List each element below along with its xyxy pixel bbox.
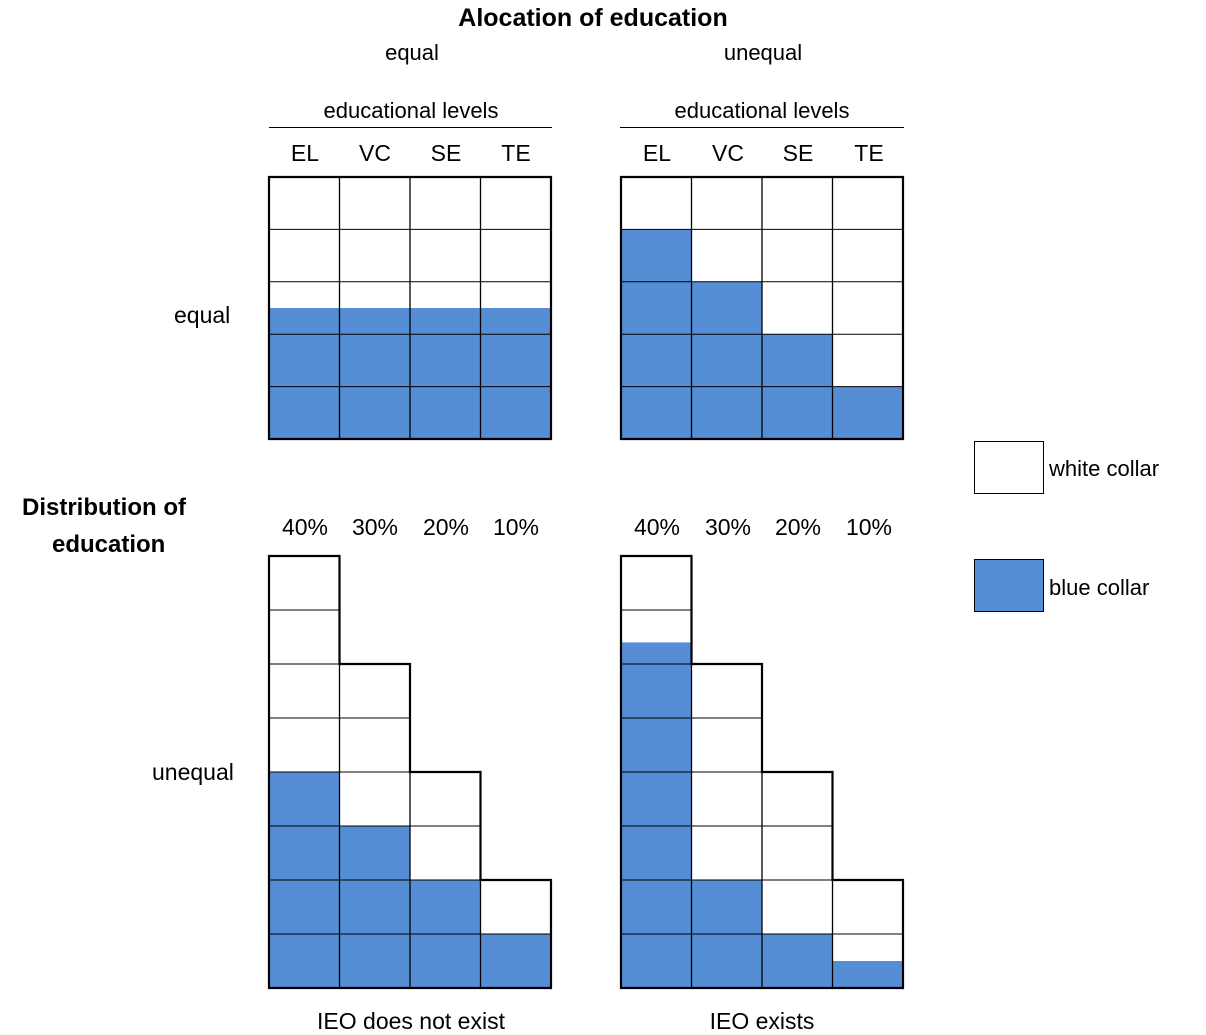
levels-heading-right: educational levels xyxy=(674,98,850,123)
row-header-unequal: unequal xyxy=(152,759,234,785)
blue-collar-cell xyxy=(691,281,762,439)
diagram-title: Alocation of education xyxy=(458,4,728,32)
panel-outline xyxy=(619,175,905,441)
blue-collar-cell xyxy=(480,308,551,439)
blue-collar-cell xyxy=(480,934,551,988)
row-header-equal: equal xyxy=(174,302,231,328)
level-label: EL xyxy=(642,140,672,166)
blue-collar-cell xyxy=(339,308,410,439)
distribution-label: 10% xyxy=(492,514,540,540)
level-label: SE xyxy=(430,140,462,166)
distribution-label: 40% xyxy=(633,514,681,540)
distribution-label: 10% xyxy=(845,514,893,540)
blue-collar-cell xyxy=(621,642,692,988)
distribution-label: 20% xyxy=(774,514,822,540)
blue-collar-cell xyxy=(269,308,340,439)
legend-label-blue-collar: blue collar xyxy=(1049,575,1150,600)
level-label: TE xyxy=(501,140,531,166)
panel-outline xyxy=(619,554,905,990)
blue-collar-cell xyxy=(832,386,903,439)
legend-swatch-white-collar xyxy=(974,441,1044,494)
blue-collar-cell xyxy=(762,934,833,988)
levels-underline-right xyxy=(620,127,904,128)
caption-ieo-exists: IEO exists xyxy=(709,1008,815,1034)
panel-outline xyxy=(267,175,553,441)
distribution-label: 30% xyxy=(351,514,399,540)
level-label: VC xyxy=(712,140,744,166)
levels-heading-left: educational levels xyxy=(323,98,499,123)
distribution-label: 30% xyxy=(704,514,752,540)
distribution-label: 20% xyxy=(422,514,470,540)
column-header-equal: equal xyxy=(385,40,439,65)
legend-swatch-blue-collar xyxy=(974,559,1044,612)
panel-outline xyxy=(267,554,553,990)
row-axis-title-line2: education xyxy=(52,531,166,558)
level-label: SE xyxy=(782,140,814,166)
level-label: EL xyxy=(290,140,320,166)
blue-collar-cell xyxy=(832,961,903,988)
column-header-unequal: unequal xyxy=(723,40,803,65)
distribution-label: 40% xyxy=(281,514,329,540)
levels-underline-left xyxy=(269,127,552,128)
caption-ieo-not-exist: IEO does not exist xyxy=(317,1008,505,1034)
row-axis-title-line1: Distribution of xyxy=(22,494,186,521)
blue-collar-cell xyxy=(339,826,410,988)
level-label: VC xyxy=(359,140,391,166)
level-label: TE xyxy=(854,140,884,166)
blue-collar-cell xyxy=(410,308,481,439)
legend-label-white-collar: white collar xyxy=(1049,456,1160,481)
